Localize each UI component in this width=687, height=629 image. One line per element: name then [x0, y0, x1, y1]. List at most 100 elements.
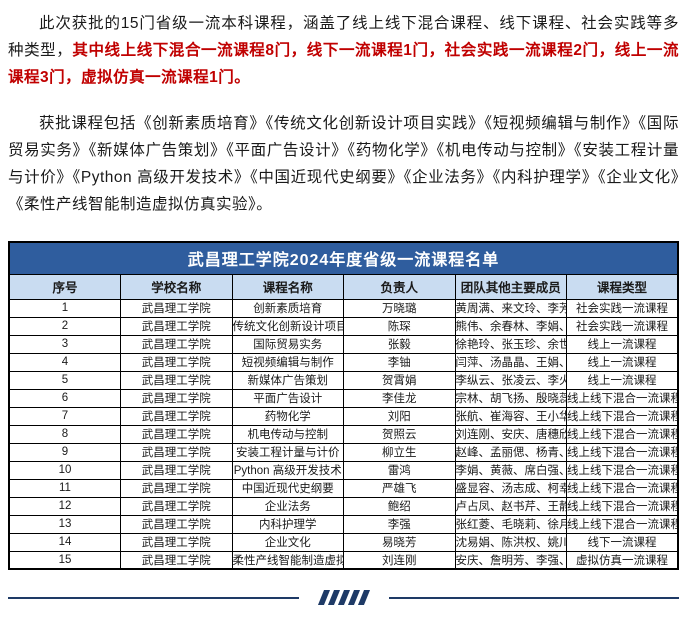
cell-leader: 柳立生 [343, 442, 456, 462]
cell-index: 2 [8, 316, 121, 336]
column-header-members: 团队其他主要成员 [454, 273, 567, 300]
cell-members: 张航、崔海容、王小华 [454, 406, 567, 426]
cell-leader: 刘阳 [343, 406, 456, 426]
cell-school: 武昌理工学院 [120, 496, 233, 516]
cell-index: 9 [8, 442, 121, 462]
cell-type: 线上线下混合一流课程 [566, 460, 679, 480]
cell-school: 武昌理工学院 [120, 478, 233, 498]
cell-index: 6 [8, 388, 121, 408]
cell-type: 社会实践一流课程 [566, 316, 679, 336]
cell-course: 企业文化 [231, 532, 344, 552]
cell-type: 线上一流课程 [566, 370, 679, 390]
table-row: 8武昌理工学院机电传动与控制贺照云刘连刚、安庆、唐穗欣、费国标线上线下混合一流课… [8, 424, 679, 444]
cell-school: 武昌理工学院 [120, 388, 233, 408]
cell-type: 线上线下混合一流课程 [566, 424, 679, 444]
intro-paragraph-1: 此次获批的15门省级一流本科课程，涵盖了线上线下混合课程、线下课程、社会实践等多… [8, 10, 679, 91]
cell-type: 线上线下混合一流课程 [566, 442, 679, 462]
column-header-type: 课程类型 [566, 273, 679, 300]
cell-course: 短视频编辑与制作 [231, 352, 344, 372]
table-row: 7 武昌理工学院 药物化学 刘阳 张航、崔海容、王小华 线上线下混合一流课程 [8, 406, 679, 426]
cell-course: 新媒体广告策划 [231, 370, 344, 390]
cell-leader: 贺照云 [343, 424, 456, 444]
cell-index: 11 [8, 478, 121, 498]
cell-members: 熊伟、余春林、李娟、张为 [454, 316, 567, 336]
table-body: 1武昌理工学院创新素质培育万晓璐黄周满、来文玲、李芳、芦珊社会实践一流课程2武昌… [8, 298, 679, 570]
cell-school: 武昌理工学院 [120, 298, 233, 318]
table-row: 11武昌理工学院中国近现代史纲要严雄飞盛显容、汤志成、柯幸福、潘小丽线上线下混合… [8, 478, 679, 498]
cell-leader: 李佳龙 [343, 388, 456, 408]
cell-school: 武昌理工学院 [120, 334, 233, 354]
cell-type: 线上线下混合一流课程 [566, 406, 679, 426]
cell-leader: 陈琛 [343, 316, 456, 336]
cell-school: 武昌理工学院 [120, 514, 233, 534]
cell-school: 武昌理工学院 [120, 424, 233, 444]
table-row: 15武昌理工学院柔性产线智能制造虚拟仿真实验刘连刚安庆、詹明芳、李强、贺照云虚拟… [8, 550, 679, 570]
column-header-course: 课程名称 [231, 273, 344, 300]
cell-course: Python 高级开发技术 [231, 460, 344, 480]
cell-members: 卢占凤、赵书芹、王静、李芬 [454, 496, 567, 516]
cell-index: 15 [8, 550, 121, 570]
divider-line-right [388, 596, 679, 599]
cell-school: 武昌理工学院 [120, 370, 233, 390]
bottom-divider [8, 590, 679, 605]
cell-leader: 李强 [343, 514, 456, 534]
cell-leader: 严雄飞 [343, 478, 456, 498]
cell-index: 12 [8, 496, 121, 516]
intro-text-black: 此次获批的15门省级一流本科课程，涵盖了线上线下混合课程、线下课程、社会实践等多… [8, 15, 679, 59]
course-table: 武昌理工学院2024年度省级一流课程名单 序号 学校名称 课程名称 负责人 团队其他主要… [8, 241, 679, 570]
cell-course: 安装工程计量与计价 [231, 442, 344, 462]
table-title: 武昌理工学院2024年度省级一流课程名单 [8, 241, 679, 275]
column-header-leader: 负责人 [343, 273, 456, 300]
cell-members: 宗林、胡飞扬、殷晓蕊、杨梦姗 [454, 388, 567, 408]
cell-members: 盛显容、汤志成、柯幸福、潘小丽 [454, 478, 567, 498]
cell-type: 线上线下混合一流课程 [566, 514, 679, 534]
cell-members: 沈易娟、陈洪权、姚川、王颖 [454, 532, 567, 552]
cell-index: 1 [8, 298, 121, 318]
cell-type: 线上线下混合一流课程 [566, 478, 679, 498]
cell-type: 线上线下混合一流课程 [566, 496, 679, 516]
cell-leader: 刘连刚 [343, 550, 456, 570]
cell-course: 国际贸易实务 [231, 334, 344, 354]
cell-index: 14 [8, 532, 121, 552]
cell-type: 社会实践一流课程 [566, 298, 679, 318]
cell-type: 线上一流课程 [566, 352, 679, 372]
cell-course: 内科护理学 [231, 514, 344, 534]
cell-index: 4 [8, 352, 121, 372]
cell-school: 武昌理工学院 [120, 532, 233, 552]
cell-index: 3 [8, 334, 121, 354]
cell-index: 10 [8, 460, 121, 480]
cell-course: 机电传动与控制 [231, 424, 344, 444]
cell-leader: 张毅 [343, 334, 456, 354]
cell-members: 徐艳玲、张玉珍、余世文、徐甜 [454, 334, 567, 354]
cell-leader: 万晓璐 [343, 298, 456, 318]
slashes-icon [317, 590, 370, 605]
cell-index: 5 [8, 370, 121, 390]
intro-paragraph-2: 获批课程包括《创新素质培育》《传统文化创新设计项目实践》《短视频编辑与制作》《国… [8, 115, 679, 213]
cell-type: 虚拟仿真一流课程 [566, 550, 679, 570]
cell-course: 创新素质培育 [231, 298, 344, 318]
cell-course: 药物化学 [231, 406, 344, 426]
cell-type: 线上一流课程 [566, 334, 679, 354]
cell-school: 武昌理工学院 [120, 406, 233, 426]
table-row: 2武昌理工学院传统文化创新设计项目实践陈琛熊伟、余春林、李娟、张为社会实践一流课… [8, 316, 679, 336]
cell-school: 武昌理工学院 [120, 442, 233, 462]
cell-course: 传统文化创新设计项目实践 [231, 316, 344, 336]
divider-line-left [8, 596, 299, 599]
intro-text-red: 其中线上线下混合一流课程8门，线下一流课程1门，社会实践一流课程2门，线上一流课… [8, 42, 679, 86]
cell-school: 武昌理工学院 [120, 352, 233, 372]
cell-members: 李纵云、张凌云、李火生 [454, 370, 567, 390]
cell-leader: 易晓芳 [343, 532, 456, 552]
cell-members: 刘连刚、安庆、唐穗欣、费国标 [454, 424, 567, 444]
cell-course: 平面广告设计 [231, 388, 344, 408]
column-header-school: 学校名称 [120, 273, 233, 300]
cell-school: 武昌理工学院 [120, 550, 233, 570]
cell-type: 线上线下混合一流课程 [566, 388, 679, 408]
